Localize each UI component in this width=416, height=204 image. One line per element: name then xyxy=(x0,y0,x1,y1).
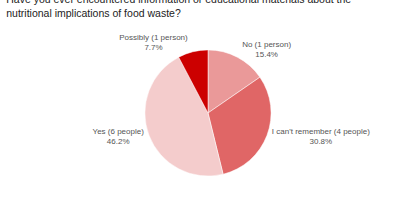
svg-text:Possibly (1 person)7.7%: Possibly (1 person)7.7% xyxy=(119,33,188,52)
svg-text:Yes (6 people)46.2%: Yes (6 people)46.2% xyxy=(93,127,145,146)
svg-text:I can't remember (4 people)30.: I can't remember (4 people)30.8% xyxy=(272,127,370,146)
svg-text:Have you ever encountered info: Have you ever encountered information or… xyxy=(6,0,351,19)
svg-text:No (1 person)15.4%: No (1 person)15.4% xyxy=(242,40,291,59)
